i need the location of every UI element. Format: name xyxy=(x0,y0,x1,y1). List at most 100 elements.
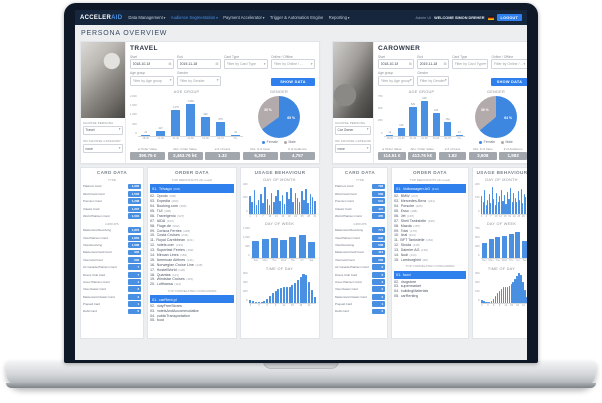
show-data-button[interactable]: SHOW DATA xyxy=(271,78,315,87)
card-data-row[interactable]: Mastercard Revolving 1,876 xyxy=(83,227,141,234)
list-item-opodo[interactable]: 02. Opodo (606) xyxy=(150,194,234,199)
nav-item-audience-segmentation[interactable]: Audience Segmentation▾ xyxy=(171,15,218,20)
list-item-hostelworld[interactable]: 17. HostelWorld (126) xyxy=(150,268,234,273)
card-data-row[interactable]: World Platinum Card 1,004 xyxy=(83,213,141,219)
card-data-row[interactable]: World Platinum Card 305 xyxy=(335,213,385,219)
card-data-row[interactable]: Platinum Card 792 xyxy=(335,183,385,190)
card-data-row[interactable]: Visa Gold Card 600 xyxy=(83,256,141,263)
list-item-aral[interactable]: 10. Aral (164) xyxy=(394,233,466,238)
card-data-row[interactable]: Premium Card 541 xyxy=(335,198,385,205)
gender-select[interactable]: Filter by Gender ▾ xyxy=(417,76,450,87)
list-item-volkswagen-ag[interactable]: 01. Volkswagen AG (313) xyxy=(394,184,466,194)
gender-select[interactable]: Filter by Gender ▾ xyxy=(177,76,221,87)
card-data-row[interactable]: Diners Club Card 5 xyxy=(335,271,385,278)
card-data-row[interactable]: Visa Platinum Card 1,853 xyxy=(83,234,141,241)
choose-category-select[interactable]: none ▾ xyxy=(335,144,371,153)
start-date-input[interactable]: 2018-10-18 ⊞ xyxy=(130,59,174,70)
card-data-row[interactable]: Visa Revolving 538 xyxy=(335,242,385,248)
flag-icon-germany[interactable] xyxy=(487,15,494,20)
list-item-bft-tankstelle[interactable]: 11. BFT Tankstelle (152) xyxy=(394,238,466,243)
list-item-trivago[interactable]: 01. Trivago (645) xyxy=(150,184,234,194)
list-item-travelgenio[interactable]: 06. Travelgenio (327) xyxy=(150,214,234,219)
list-item-daimler-ag[interactable]: 13. Daimler AG (136) xyxy=(394,248,466,253)
card-data-row[interactable]: Premium Card 1,238 xyxy=(83,198,141,205)
list-item-royal-carribbean[interactable]: 11. Royal Carribbean (221) xyxy=(150,238,234,243)
list-item-total[interactable]: 09. Total (176) xyxy=(394,229,466,234)
end-date-input[interactable]: 2019-11-18 ⊞ xyxy=(177,59,221,70)
nav-item-payment-accelerator[interactable]: Payment Accelerator▾ xyxy=(223,15,264,20)
card-data-row[interactable]: Classic Card 437 xyxy=(335,205,385,212)
card-data-row[interactable]: Mastercard Classic Card 2 xyxy=(335,293,385,300)
card-data-row[interactable]: World Gold Card 1,503 xyxy=(83,190,141,197)
list-item-hotels-com[interactable]: 12. hotels.com (219) xyxy=(150,243,234,248)
list-item-windstar-cruises[interactable]: 19. Windstar Cruises (115) xyxy=(150,277,234,282)
card-data-row[interactable]: Amex Platinum Card 3 xyxy=(335,279,385,285)
list-item-carrent-pl[interactable]: 01. carRent.pl xyxy=(150,294,234,304)
list-item-porsche[interactable]: 04. Porsche (205) xyxy=(394,204,466,209)
card-data-row[interactable]: Debit Card 0 xyxy=(83,308,141,315)
card-data-row[interactable]: Diners Club Card 7 xyxy=(83,271,141,278)
card-data-row[interactable]: World Gold Card 636 xyxy=(335,190,385,197)
list-item-costa-cruises[interactable]: 10. Costa Cruises (246) xyxy=(150,233,234,238)
card-type-select[interactable]: Filter by Card Type ▾ xyxy=(224,59,268,70)
nav-item-trigger-automation-engine[interactable]: Trigger & Automation Engine xyxy=(270,15,323,20)
card-data-row[interactable]: Visa Revolving 1,608 xyxy=(83,242,141,248)
list-item-tui[interactable]: 05. TUI (398) xyxy=(150,209,234,214)
list-item-norwegian-cruise-line[interactable]: 16. Norwegian Cruise Line (138) xyxy=(150,263,234,268)
card-data-row[interactable]: Mastercard Classic Card 2 xyxy=(83,293,141,300)
card-data-row[interactable]: Prepaid Card 1 xyxy=(335,301,385,307)
list-item-mercedes-benz[interactable]: 03. Mercedes-Benz (231) xyxy=(394,199,466,204)
card-data-row[interactable]: Air Canada Platinum Card 6 xyxy=(335,264,385,271)
nav-item-reporting[interactable]: Reporting▾ xyxy=(329,15,350,20)
list-item-mazda[interactable]: 08. Mazda (187) xyxy=(394,224,466,229)
online-offline-select[interactable]: Filter by Online / ... ▾ xyxy=(271,59,315,70)
show-data-button[interactable]: SHOW DATA xyxy=(491,78,527,87)
card-data-row[interactable]: Amex Platinum Card 4 xyxy=(83,279,141,285)
card-data-row[interactable]: Visa Classic Card 2 xyxy=(83,286,141,293)
list-item-food[interactable]: 05. food xyxy=(150,318,234,323)
card-data-row[interactable]: Visa Gold Card 266 xyxy=(335,256,385,263)
list-item-drugstore[interactable]: 02. drugstore xyxy=(394,280,466,285)
list-item-lamborghini[interactable]: 15. Lamborghini (98) xyxy=(394,258,466,263)
card-data-row[interactable]: Air Canada Platinum Card 7 xyxy=(83,264,141,271)
list-item-skoda[interactable]: 12. Skoda (148) xyxy=(394,243,466,248)
card-data-row[interactable]: Classic Card 1,237 xyxy=(83,205,141,212)
list-item-bmw[interactable]: 02. BMW (247) xyxy=(394,194,466,199)
choose-persona-select[interactable]: Travel ▾ xyxy=(83,125,123,135)
card-type-select[interactable]: Filter by Card Type ▾ xyxy=(452,59,489,70)
list-item-corisca-ferries[interactable]: 09. Corisca Ferries (248) xyxy=(150,229,234,234)
card-data-row[interactable]: Mastercard Gold Card 932 xyxy=(83,249,141,256)
card-data-row[interactable]: Visa Platinum Card 645 xyxy=(335,234,385,241)
card-data-row[interactable]: Mastercard Gold Card 412 xyxy=(335,249,385,256)
list-item-carrenting[interactable]: 05. carRenting xyxy=(394,294,466,299)
start-date-input[interactable]: 2018-10-18 ⊞ xyxy=(378,59,415,70)
list-item-buildingmaterials[interactable]: 04. buildingMaterials xyxy=(394,289,466,294)
list-item-expedia[interactable]: 03. Expedia (490) xyxy=(150,199,234,204)
choose-persona-select[interactable]: Car Owner ▾ xyxy=(335,125,371,135)
card-data-row[interactable]: Mastercard Revolving 771 xyxy=(335,227,385,234)
list-item-lufthansa[interactable]: 20. Lufthansa (112) xyxy=(150,282,234,287)
end-date-input[interactable]: 2019-11-18 ⊞ xyxy=(417,59,450,70)
list-item-aida[interactable]: 07. AIDA (313) xyxy=(150,219,234,224)
nav-item-data-management[interactable]: Data Management▾ xyxy=(128,15,165,20)
list-item-esso[interactable]: 05. Esso (198) xyxy=(394,209,466,214)
logout-button[interactable]: LOGOUT xyxy=(496,14,522,21)
list-item-supermarket[interactable]: 03. supermarket xyxy=(394,284,466,289)
card-data-row[interactable]: Debit Card 0 xyxy=(335,308,385,315)
card-data-row[interactable]: Prepaid Card 1 xyxy=(83,301,141,307)
list-item-booking-com[interactable]: 04. Booking.com (466) xyxy=(150,204,234,209)
card-data-row[interactable]: Platinum Card 1,902 xyxy=(83,183,141,190)
list-item-jet[interactable]: 06. Jet (197) xyxy=(394,214,466,219)
online-offline-select[interactable]: Filter by Online / ... ▾ xyxy=(491,59,527,70)
list-item-food[interactable]: 01. food xyxy=(394,270,466,279)
list-item-fluge-de[interactable]: 08. Fluge.de (292) xyxy=(150,224,234,229)
age-group-select[interactable]: Filter by Age group ▾ xyxy=(130,76,174,87)
list-item-minoan-lines[interactable]: 14. Minoan Lines (184) xyxy=(150,253,234,258)
list-item-quantas[interactable]: 18. Quantas (121) xyxy=(150,273,234,278)
list-item-dutyfreestores[interactable]: 02. dutyFreeStores xyxy=(150,304,234,309)
age-group-select[interactable]: Filter by Age group ▾ xyxy=(378,76,415,87)
list-item-shell-tankstelle[interactable]: 07. Shell Tankstelle (196) xyxy=(394,219,466,224)
list-item-audi[interactable]: 14. Audi (124) xyxy=(394,253,466,258)
list-item-superfast-ferries[interactable]: 13. Superfast Ferries (192) xyxy=(150,248,234,253)
list-item-publictransportation[interactable]: 04. publicTransportation xyxy=(150,314,234,319)
